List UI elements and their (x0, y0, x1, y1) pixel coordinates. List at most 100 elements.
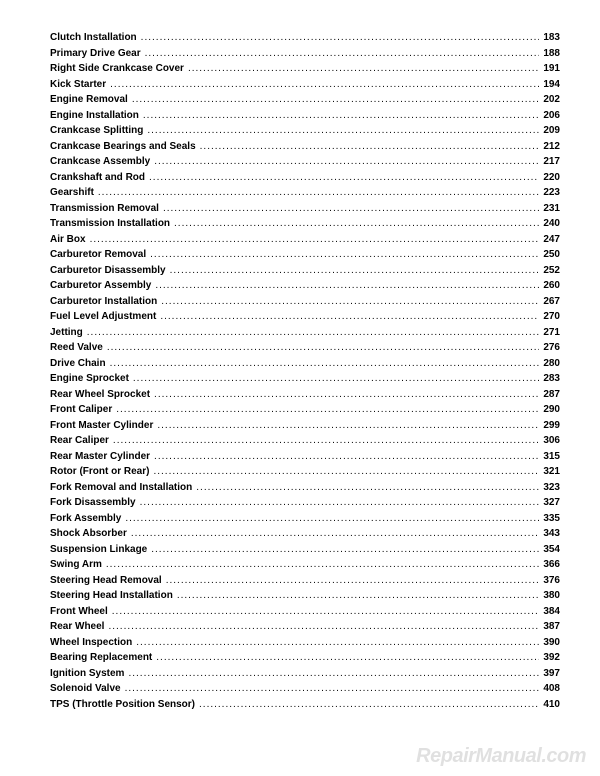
toc-entry-page: 299 (539, 418, 560, 434)
toc-entry-title: Jetting (50, 325, 87, 341)
table-of-contents: Clutch Installation183Primary Drive Gear… (50, 30, 560, 712)
toc-leader-dots (132, 92, 540, 108)
toc-entry-title: Fuel Level Adjustment (50, 309, 160, 325)
toc-row: Carburetor Removal250 (50, 247, 560, 263)
toc-leader-dots (154, 387, 539, 403)
toc-entry-page: 271 (539, 325, 560, 341)
toc-row: Fork Disassembly 327 (50, 495, 560, 511)
toc-row: Rear Master Cylinder 315 (50, 449, 560, 465)
toc-entry-title: Air Box (50, 232, 90, 248)
toc-entry-title: Rear Master Cylinder (50, 449, 154, 465)
toc-entry-page: 392 (539, 650, 560, 666)
toc-entry-title: Front Caliper (50, 402, 116, 418)
toc-leader-dots (131, 526, 539, 542)
toc-entry-title: Gearshift (50, 185, 98, 201)
toc-entry-title: Carburetor Removal (50, 247, 150, 263)
toc-row: Wheel Inspection390 (50, 635, 560, 651)
toc-row: Carburetor Assembly260 (50, 278, 560, 294)
toc-entry-title: Steering Head Removal (50, 573, 166, 589)
toc-entry-page: 223 (539, 185, 560, 201)
toc-row: Shock Absorber343 (50, 526, 560, 542)
toc-entry-title: Ignition System (50, 666, 128, 682)
toc-leader-dots (166, 573, 540, 589)
toc-row: Steering Head Removal376 (50, 573, 560, 589)
toc-entry-page: 380 (539, 588, 560, 604)
toc-entry-title: Carburetor Assembly (50, 278, 155, 294)
toc-row: Front Wheel384 (50, 604, 560, 620)
toc-entry-page: 410 (539, 697, 560, 713)
toc-entry-title: Crankshaft and Rod (50, 170, 149, 186)
toc-leader-dots (154, 449, 539, 465)
toc-entry-page: 366 (539, 557, 560, 573)
toc-leader-dots (107, 340, 540, 356)
toc-entry-page: 315 (539, 449, 560, 465)
toc-leader-dots (155, 278, 539, 294)
toc-entry-page: 354 (539, 542, 560, 558)
toc-entry-page: 276 (539, 340, 560, 356)
toc-entry-page: 327 (539, 495, 560, 511)
toc-entry-page: 287 (539, 387, 560, 403)
watermark-text: RepairManual.com (416, 745, 586, 768)
toc-entry-title: Fork Assembly (50, 511, 125, 527)
toc-leader-dots (125, 511, 539, 527)
toc-entry-page: 335 (539, 511, 560, 527)
toc-leader-dots (110, 356, 540, 372)
toc-entry-title: Rear Wheel Sprocket (50, 387, 154, 403)
toc-leader-dots (140, 495, 540, 511)
toc-leader-dots (113, 433, 539, 449)
toc-leader-dots (177, 588, 540, 604)
toc-row: Rear Wheel Sprocket 287 (50, 387, 560, 403)
toc-leader-dots (136, 635, 539, 651)
toc-entry-page: 252 (539, 263, 560, 279)
toc-entry-page: 206 (539, 108, 560, 124)
toc-entry-title: Rear Wheel (50, 619, 108, 635)
toc-row: TPS (Throttle Position Sensor) 410 (50, 697, 560, 713)
toc-entry-page: 390 (539, 635, 560, 651)
toc-entry-title: Right Side Crankcase Cover (50, 61, 188, 77)
toc-entry-title: Fork Disassembly (50, 495, 140, 511)
toc-leader-dots (200, 139, 540, 155)
toc-entry-page: 280 (539, 356, 560, 372)
toc-entry-title: Engine Removal (50, 92, 132, 108)
toc-entry-title: Rear Caliper (50, 433, 113, 449)
toc-entry-page: 247 (539, 232, 560, 248)
toc-leader-dots (141, 30, 540, 46)
toc-entry-page: 387 (539, 619, 560, 635)
toc-leader-dots (133, 371, 539, 387)
toc-row: Carburetor Installation267 (50, 294, 560, 310)
toc-entry-title: Swing Arm (50, 557, 106, 573)
toc-row: Ignition System397 (50, 666, 560, 682)
toc-entry-title: Carburetor Installation (50, 294, 161, 310)
toc-row: Jetting 271 (50, 325, 560, 341)
toc-entry-page: 212 (539, 139, 560, 155)
toc-leader-dots (150, 247, 539, 263)
toc-leader-dots (106, 557, 539, 573)
toc-leader-dots (112, 604, 540, 620)
toc-leader-dots (160, 309, 539, 325)
toc-entry-title: Fork Removal and Installation (50, 480, 196, 496)
toc-row: Rear Caliper306 (50, 433, 560, 449)
toc-row: Kick Starter194 (50, 77, 560, 93)
toc-entry-page: 321 (539, 464, 560, 480)
toc-entry-title: Solenoid Valve (50, 681, 125, 697)
toc-leader-dots (125, 681, 540, 697)
toc-entry-title: Crankcase Bearings and Seals (50, 139, 200, 155)
toc-entry-page: 270 (539, 309, 560, 325)
toc-entry-page: 220 (539, 170, 560, 186)
toc-row: Crankcase Splitting209 (50, 123, 560, 139)
toc-entry-page: 290 (539, 402, 560, 418)
toc-entry-title: Rotor (Front or Rear) (50, 464, 153, 480)
toc-entry-title: TPS (Throttle Position Sensor) (50, 697, 199, 713)
toc-entry-title: Carburetor Disassembly (50, 263, 170, 279)
toc-entry-page: 188 (539, 46, 560, 62)
toc-leader-dots (153, 464, 539, 480)
toc-entry-title: Reed Valve (50, 340, 107, 356)
toc-entry-title: Steering Head Installation (50, 588, 177, 604)
toc-row: Crankshaft and Rod 220 (50, 170, 560, 186)
toc-row: Fork Removal and Installation323 (50, 480, 560, 496)
toc-leader-dots (87, 325, 540, 341)
toc-leader-dots (143, 108, 539, 124)
toc-row: Clutch Installation183 (50, 30, 560, 46)
toc-row: Suspension Linkage354 (50, 542, 560, 558)
toc-entry-page: 183 (539, 30, 560, 46)
